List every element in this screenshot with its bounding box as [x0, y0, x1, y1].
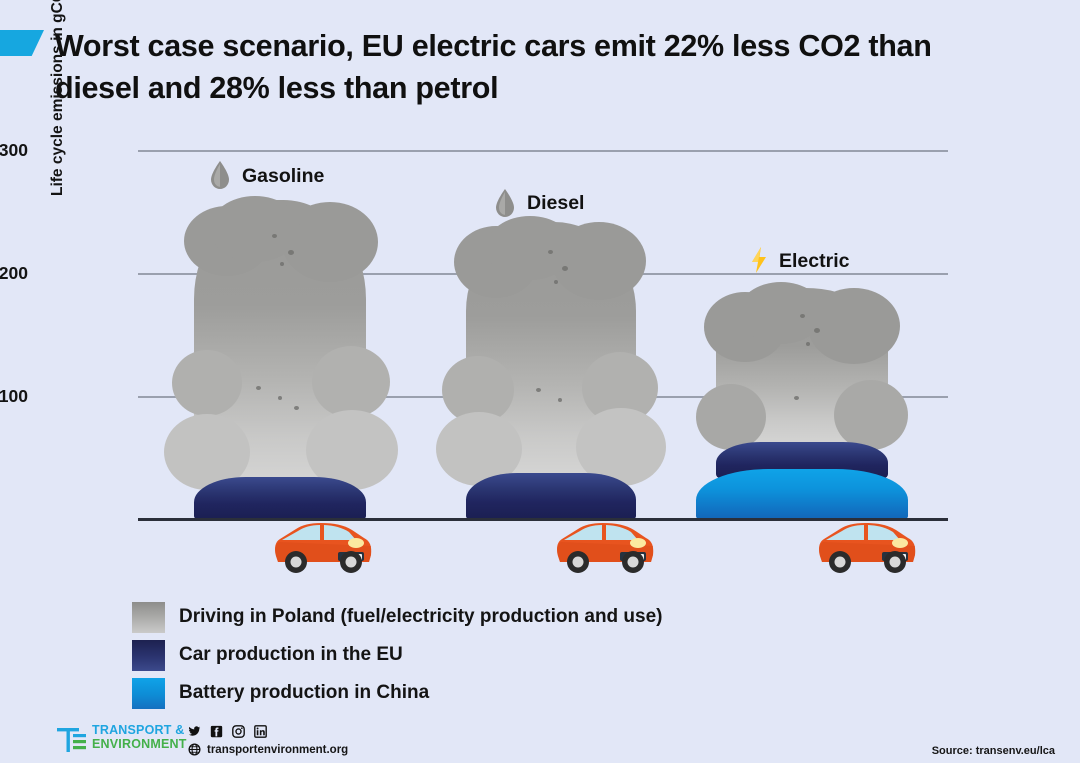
facebook-icon[interactable] [210, 725, 223, 738]
chart-legend: Driving in Poland (fuel/electricity prod… [132, 598, 663, 712]
legend-item-car-production: Car production in the EU [132, 636, 663, 674]
category-label-gasoline: Gasoline [242, 165, 325, 187]
legend-item-battery-production: Battery production in China [132, 674, 663, 712]
bar-gasoline [164, 196, 398, 519]
y-tick-200: 200 [0, 263, 28, 283]
category-label-diesel: Diesel [527, 192, 585, 214]
x-axis-baseline [138, 518, 948, 521]
legend-swatch-battery-production [132, 677, 165, 709]
lightning-bolt-icon-electric [750, 246, 768, 279]
bar-electric [696, 282, 908, 519]
y-axis-title-prefix: Life cycle emissions in gCO [49, 0, 66, 196]
car-illustration-electric [819, 523, 916, 573]
globe-icon [188, 743, 201, 756]
transport-environment-logo-icon [57, 728, 86, 752]
category-label-electric: Electric [779, 250, 850, 272]
bar-diesel [436, 216, 666, 519]
title-accent-mark [0, 30, 44, 56]
fuel-droplet-icon-diesel [494, 188, 516, 223]
linkedin-icon[interactable] [254, 725, 267, 738]
bar-segment-diesel-driving [436, 216, 666, 486]
bar-segment-gasoline-driving [164, 196, 398, 491]
twitter-icon[interactable] [188, 725, 201, 738]
instagram-icon[interactable] [232, 725, 245, 738]
bar-segment-electric-driving [696, 282, 908, 450]
y-axis-title: Life cycle emissions in gCO2/km [49, 0, 69, 196]
website-link[interactable]: transportenvironment.org [188, 743, 348, 756]
legend-item-driving: Driving in Poland (fuel/electricity prod… [132, 598, 663, 636]
page-title: Worst case scenario, EU electric cars em… [55, 29, 932, 105]
fuel-droplet-icon-gasoline [209, 160, 231, 195]
logo-line-1: TRANSPORT & [92, 723, 185, 737]
source-text: Source: transenv.eu/lca [931, 745, 1055, 757]
legend-swatch-driving [132, 601, 165, 633]
car-illustration-diesel [557, 523, 654, 573]
website-text: transportenvironment.org [207, 743, 349, 756]
social-links [188, 725, 267, 738]
bar-segment-diesel-car-production [466, 473, 636, 519]
logo-line-2: ENVIRONMENT [92, 736, 187, 751]
bar-segment-gasoline-car-production [194, 477, 366, 519]
gridline-300 [138, 150, 948, 152]
legend-label-driving: Driving in Poland (fuel/electricity prod… [179, 606, 663, 627]
logo-text: TRANSPORT & ENVIRONMENT [92, 723, 187, 751]
legend-swatch-car-production [132, 639, 165, 671]
car-illustration-gasoline [275, 523, 372, 573]
bar-segment-electric-battery-production [696, 469, 908, 519]
legend-label-car-production: Car production in the EU [179, 644, 403, 665]
y-tick-100: 100 [0, 386, 28, 406]
legend-label-battery-production: Battery production in China [179, 682, 430, 703]
footer: TRANSPORT & ENVIRONMENT [0, 718, 1080, 763]
y-tick-300: 300 [0, 140, 28, 160]
